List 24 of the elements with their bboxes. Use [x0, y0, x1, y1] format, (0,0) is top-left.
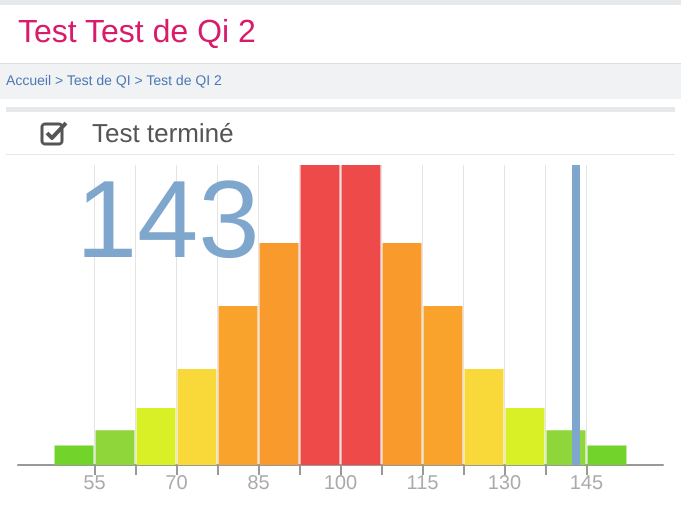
- chart-title: Test Test de Qi 2: [17, 12, 257, 51]
- bar: [178, 369, 217, 465]
- x-tick-label: 145: [570, 472, 604, 494]
- bar: [342, 165, 380, 465]
- bar: [423, 306, 462, 465]
- bar: [96, 430, 135, 465]
- x-tick-label: 70: [165, 472, 188, 494]
- chart-subtitle: Test terminé: [92, 118, 234, 148]
- x-tick-label: 130: [488, 472, 522, 494]
- bar: [300, 165, 340, 465]
- x-tick-label: 55: [83, 472, 106, 494]
- bar: [505, 408, 544, 465]
- bar: [382, 243, 422, 465]
- x-tick-label: 85: [247, 472, 270, 494]
- bar: [260, 243, 299, 465]
- bar: [587, 446, 626, 465]
- bar: [218, 306, 258, 465]
- x-tick-label: 100: [324, 472, 358, 494]
- x-tick-label: 115: [406, 472, 438, 494]
- bar: [136, 408, 176, 465]
- annotation: 143: [76, 158, 260, 281]
- bar: [54, 446, 94, 465]
- bar: [464, 369, 504, 465]
- text: Accueil > Test de QI > Test de QI 2: [0, 63, 681, 99]
